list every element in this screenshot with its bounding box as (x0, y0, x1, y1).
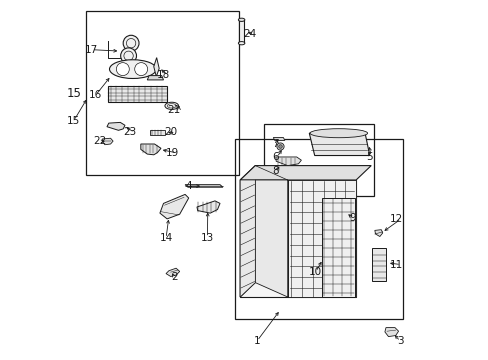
Polygon shape (255, 180, 287, 297)
Polygon shape (273, 138, 284, 140)
Text: 20: 20 (164, 127, 177, 138)
Text: 2: 2 (171, 272, 177, 282)
Ellipse shape (238, 41, 244, 45)
Polygon shape (321, 198, 355, 297)
Text: 14: 14 (159, 233, 172, 243)
Polygon shape (374, 230, 382, 237)
Text: 11: 11 (389, 260, 402, 270)
Polygon shape (240, 180, 355, 297)
Circle shape (278, 145, 282, 148)
Polygon shape (240, 166, 255, 297)
Bar (264, 124, 373, 196)
Text: 3: 3 (396, 336, 403, 346)
Text: 5: 5 (366, 152, 372, 162)
Polygon shape (384, 328, 398, 337)
Polygon shape (107, 122, 125, 130)
Text: 13: 13 (201, 233, 214, 243)
Text: 10: 10 (308, 267, 322, 277)
Bar (235, 139, 402, 319)
Polygon shape (107, 86, 167, 102)
Ellipse shape (109, 60, 156, 78)
Ellipse shape (238, 18, 244, 22)
Text: 15: 15 (67, 116, 81, 126)
Polygon shape (166, 268, 179, 276)
Bar (86, 11, 239, 175)
Text: 18: 18 (156, 70, 169, 80)
Polygon shape (141, 144, 161, 155)
Polygon shape (197, 201, 220, 213)
Text: 19: 19 (165, 148, 179, 158)
Text: 16: 16 (89, 90, 102, 100)
Polygon shape (371, 248, 386, 281)
Polygon shape (275, 157, 301, 166)
Circle shape (123, 35, 139, 51)
Text: 9: 9 (348, 213, 355, 223)
Polygon shape (240, 180, 255, 297)
Circle shape (134, 63, 147, 76)
Polygon shape (240, 166, 370, 180)
Text: 21: 21 (167, 105, 181, 115)
Text: 12: 12 (389, 214, 402, 224)
Text: 6: 6 (271, 152, 278, 162)
Text: 8: 8 (271, 166, 278, 176)
Text: 24: 24 (242, 29, 256, 39)
Polygon shape (147, 76, 163, 80)
Polygon shape (160, 194, 188, 219)
Circle shape (121, 48, 136, 64)
Polygon shape (102, 138, 113, 145)
Text: 17: 17 (85, 45, 98, 55)
Text: 15: 15 (66, 87, 81, 100)
Text: 22: 22 (93, 136, 106, 147)
Text: 23: 23 (123, 127, 136, 138)
Polygon shape (150, 130, 164, 135)
Ellipse shape (309, 129, 367, 138)
Polygon shape (340, 209, 352, 217)
Text: 1: 1 (253, 336, 260, 346)
Ellipse shape (164, 102, 178, 109)
Polygon shape (309, 133, 369, 156)
Text: 7: 7 (271, 139, 278, 149)
Circle shape (276, 143, 284, 150)
Text: 4: 4 (184, 181, 191, 191)
Polygon shape (287, 180, 355, 297)
Polygon shape (185, 185, 223, 187)
Polygon shape (153, 58, 159, 77)
Polygon shape (238, 20, 244, 43)
Circle shape (116, 63, 129, 76)
